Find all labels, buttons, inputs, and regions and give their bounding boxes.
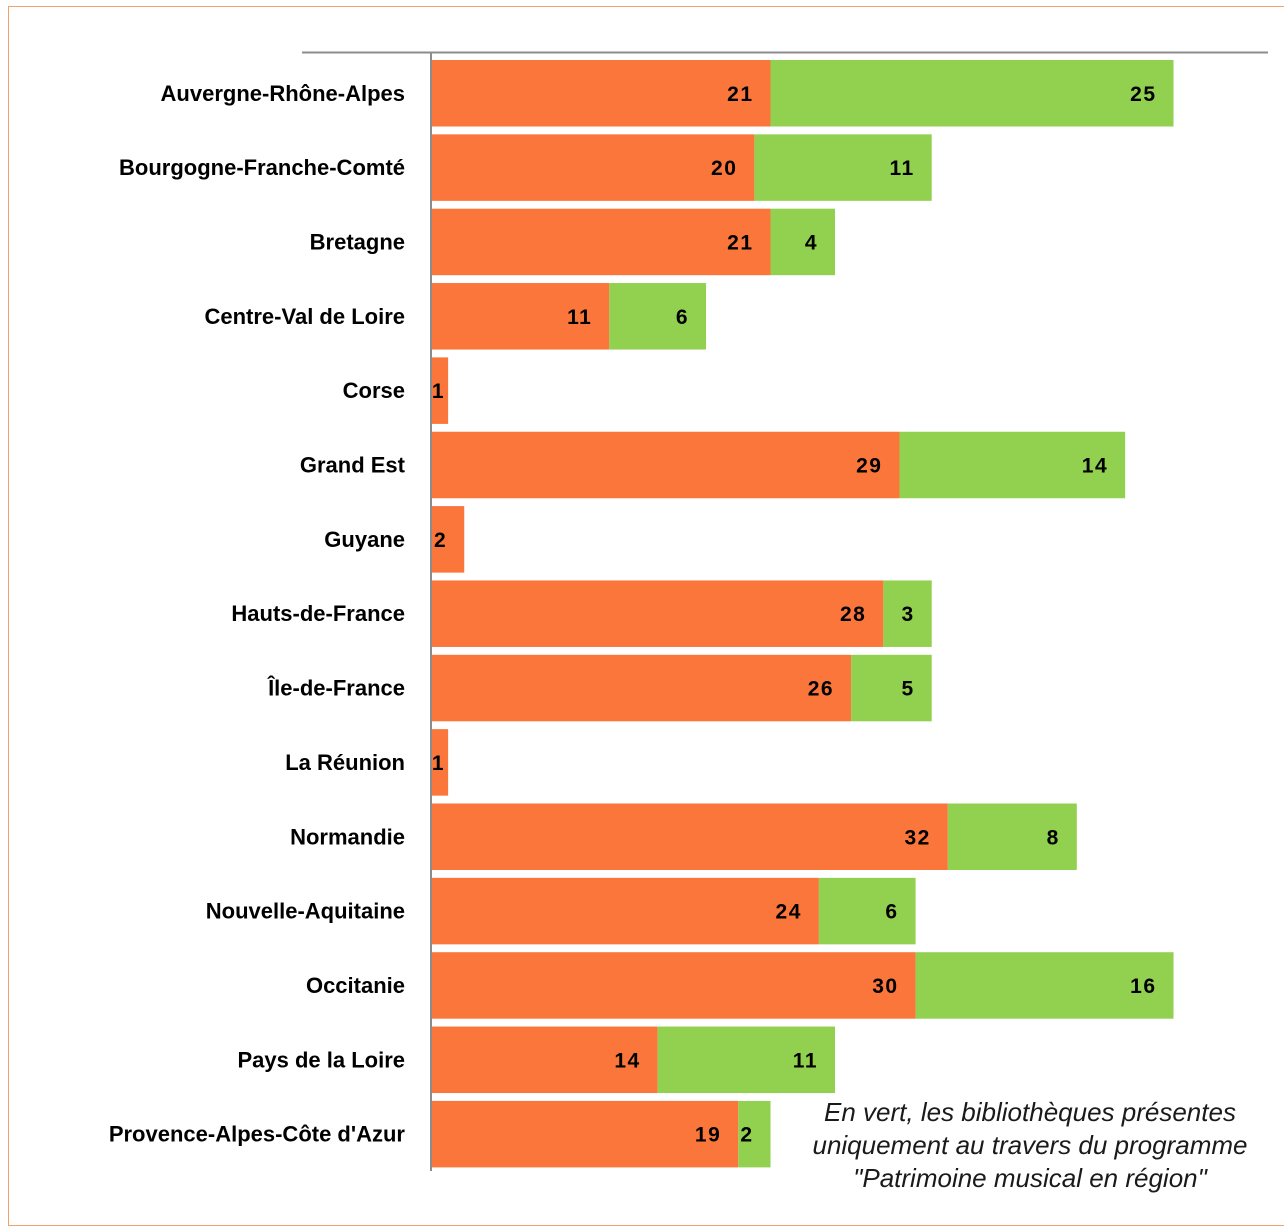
value-label-hauts-de-france-series-1: 28 bbox=[840, 603, 866, 626]
value-label-provence-alpes-cote-d-azur-series-2: 2 bbox=[740, 1124, 753, 1147]
category-label-la-reunion: La Réunion bbox=[285, 750, 405, 775]
category-label-centre-val-de-loire: Centre-Val de Loire bbox=[204, 304, 405, 329]
category-label-guyane: Guyane bbox=[324, 527, 405, 552]
bar-centre-val-de-loire-series-2 bbox=[609, 283, 707, 350]
bar-bretagne-series-2 bbox=[770, 208, 835, 276]
bar-provence-alpes-cote-d-azur-series-2 bbox=[738, 1100, 771, 1168]
bar-bourgogne-franche-comte-series-2 bbox=[754, 134, 932, 201]
category-label-normandie: Normandie bbox=[290, 824, 405, 849]
annotation-line-2: uniquement au travers du programme bbox=[812, 1130, 1248, 1160]
category-label-pays-de-la-loire: Pays de la Loire bbox=[237, 1047, 405, 1072]
chart-annotation: En vert, les bibliothèques présentes uni… bbox=[770, 1096, 1284, 1195]
value-label-hauts-de-france-series-2: 3 bbox=[902, 603, 915, 626]
bar-bourgogne-franche-comte-series-1 bbox=[432, 134, 755, 201]
value-label-guyane-series-1: 2 bbox=[434, 529, 447, 552]
category-label-bourgogne-franche-comte: Bourgogne-Franche-Comté bbox=[119, 155, 405, 180]
category-label-auvergne-rhone-alpes: Auvergne-Rhône-Alpes bbox=[161, 81, 405, 106]
value-label-ile-de-france-series-1: 26 bbox=[808, 678, 834, 701]
value-label-auvergne-rhone-alpes-series-2: 25 bbox=[1130, 83, 1156, 106]
bar-corse-series-1 bbox=[432, 357, 449, 424]
value-label-la-reunion-series-1: 1 bbox=[432, 752, 445, 775]
category-labels: Auvergne-Rhône-Alpes Bourgogne-Franche-Co… bbox=[109, 81, 406, 1147]
bar-ile-de-france-series-1 bbox=[432, 654, 852, 722]
bar-pays-de-la-loire-series-1 bbox=[432, 1026, 658, 1094]
category-label-bretagne: Bretagne bbox=[310, 229, 405, 254]
category-label-grand-est: Grand Est bbox=[300, 453, 406, 478]
value-label-centre-val-de-loire-series-1: 11 bbox=[567, 306, 592, 329]
value-label-nouvelle-aquitaine-series-1: 24 bbox=[776, 901, 802, 924]
annotation-line-1: En vert, les bibliothèques présentes bbox=[824, 1097, 1236, 1127]
value-label-ile-de-france-series-2: 5 bbox=[902, 678, 915, 701]
value-label-bourgogne-franche-comte-series-2: 11 bbox=[890, 157, 915, 180]
bar-guyane-series-1 bbox=[432, 506, 465, 573]
value-label-occitanie-series-1: 30 bbox=[872, 975, 898, 998]
value-label-normandie-series-2: 8 bbox=[1047, 826, 1060, 849]
value-label-provence-alpes-cote-d-azur-series-1: 19 bbox=[695, 1124, 721, 1147]
bar-auvergne-rhone-alpes-series-2 bbox=[770, 60, 1174, 127]
value-label-pays-de-la-loire-series-2: 11 bbox=[793, 1049, 818, 1072]
annotation-quote-open: " bbox=[853, 1163, 863, 1193]
bar-centre-val-de-loire-series-1 bbox=[432, 283, 610, 350]
bar-nouvelle-aquitaine-series-1 bbox=[432, 877, 819, 945]
bar-occitanie-series-1 bbox=[432, 952, 916, 1019]
category-label-occitanie: Occitanie bbox=[306, 973, 405, 998]
bar-pays-de-la-loire-series-2 bbox=[657, 1026, 835, 1094]
category-label-ile-de-france: Île-de-France bbox=[267, 676, 405, 701]
value-label-normandie-series-1: 32 bbox=[904, 826, 930, 849]
value-labels: 21 25 20 11 21 4 11 6 1 29 14 2 28 3 26 5 1 32 8 24 6 30 16 14 1… bbox=[432, 83, 1156, 1147]
bar-hauts-de-france-series-1 bbox=[432, 580, 884, 647]
category-label-corse: Corse bbox=[343, 378, 405, 403]
bar-nouvelle-aquitaine-series-2 bbox=[818, 877, 916, 945]
bar-occitanie-series-2 bbox=[915, 952, 1174, 1019]
bar-grand-est-series-1 bbox=[432, 431, 900, 499]
value-label-auvergne-rhone-alpes-series-1: 21 bbox=[727, 83, 753, 106]
bar-normandie-series-2 bbox=[947, 803, 1077, 870]
value-label-bourgogne-franche-comte-series-1: 20 bbox=[711, 157, 737, 180]
annotation-quote-close: " bbox=[1197, 1163, 1207, 1193]
bar-provence-alpes-cote-d-azur-series-1 bbox=[432, 1100, 739, 1168]
value-label-nouvelle-aquitaine-series-2: 6 bbox=[885, 901, 898, 924]
bars-group bbox=[432, 60, 1174, 1168]
value-label-bretagne-series-2: 4 bbox=[805, 231, 818, 254]
value-label-grand-est-series-2: 14 bbox=[1082, 455, 1108, 478]
value-label-corse-series-1: 1 bbox=[432, 380, 445, 403]
value-label-centre-val-de-loire-series-2: 6 bbox=[676, 306, 689, 329]
value-label-bretagne-series-1: 21 bbox=[727, 231, 753, 254]
value-label-occitanie-series-2: 16 bbox=[1130, 975, 1156, 998]
category-label-nouvelle-aquitaine: Nouvelle-Aquitaine bbox=[206, 899, 405, 924]
bar-ile-de-france-series-2 bbox=[851, 654, 932, 722]
bar-bretagne-series-1 bbox=[432, 208, 771, 276]
bar-hauts-de-france-series-2 bbox=[883, 580, 932, 647]
bar-auvergne-rhone-alpes-series-1 bbox=[432, 60, 771, 127]
value-label-pays-de-la-loire-series-1: 14 bbox=[614, 1049, 640, 1072]
category-label-provence-alpes-cote-d-azur: Provence-Alpes-Côte d'Azur bbox=[109, 1122, 406, 1147]
value-label-grand-est-series-1: 29 bbox=[856, 455, 882, 478]
category-label-hauts-de-france: Hauts-de-France bbox=[231, 601, 405, 626]
annotation-line-3: "Patrimoine musical en région" bbox=[770, 1162, 1284, 1195]
bar-grand-est-series-2 bbox=[899, 431, 1126, 499]
annotation-program-name: Patrimoine musical en région bbox=[862, 1163, 1198, 1193]
bar-normandie-series-1 bbox=[432, 803, 948, 870]
bar-la-reunion-series-1 bbox=[432, 729, 449, 796]
